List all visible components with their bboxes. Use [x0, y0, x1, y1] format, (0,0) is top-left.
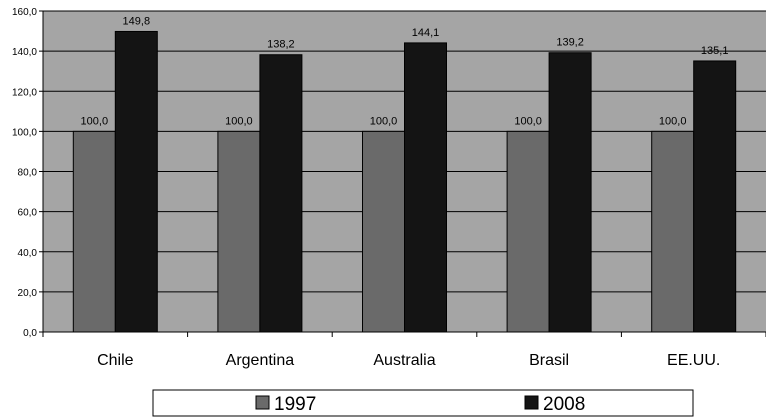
- y-tick-label: 100,0: [12, 127, 37, 138]
- legend-label-2008: 2008: [543, 394, 585, 415]
- y-tick-label: 20,0: [18, 288, 38, 299]
- data-label-ee-uu-2008: 135,1: [701, 45, 729, 57]
- bar-argentina-1997: [217, 130, 261, 333]
- category-label-brasil: Brasil: [529, 352, 569, 369]
- bar-chile-1997: [72, 130, 116, 333]
- category-label-ee-uu: EE.UU.: [667, 352, 720, 369]
- data-label-argentina-2008: 138,2: [267, 39, 295, 51]
- y-tick-label: 60,0: [18, 208, 38, 219]
- y-tick-label: 160,0: [12, 7, 37, 18]
- data-labels: 100,0 149,8 100,0 138,2 100,0 144,1 100,0 139,2…: [81, 15, 729, 127]
- legend-swatch-2008: [524, 395, 539, 410]
- category-label-argentina: Argentina: [226, 352, 295, 369]
- data-label-ee-uu-1997: 100,0: [659, 115, 687, 127]
- y-axis-ticks: 0,0 20,0 40,0 60,0 80,0 100,0 120,0 140,0 160,0: [12, 7, 43, 339]
- bar-australia-1997: [362, 130, 405, 333]
- y-tick-label: 0,0: [23, 328, 37, 339]
- y-tick-label: 140,0: [12, 47, 37, 58]
- category-label-australia: Australia: [373, 352, 435, 369]
- x-axis-ticks: [42, 332, 766, 337]
- y-tick-label: 40,0: [18, 248, 38, 259]
- data-label-chile-2008: 149,8: [123, 15, 151, 27]
- category-labels: Chile Argentina Australia Brasil EE.UU.: [97, 352, 720, 369]
- bar-ee-uu-2008: [693, 60, 737, 333]
- y-tick-label: 120,0: [12, 87, 37, 98]
- data-label-brasil-1997: 100,0: [514, 115, 542, 127]
- legend: 1997 2008: [152, 389, 694, 417]
- data-label-argentina-1997: 100,0: [225, 115, 253, 127]
- data-label-australia-1997: 100,0: [370, 115, 398, 127]
- data-label-brasil-2008: 139,2: [556, 37, 584, 49]
- bar-brasil-1997: [506, 130, 550, 333]
- bar-argentina-2008: [259, 54, 303, 333]
- legend-label-1997: 1997: [274, 394, 316, 415]
- bar-chile-2008: [114, 30, 158, 333]
- bar-australia-2008: [404, 42, 447, 333]
- bar-ee-uu-1997: [651, 130, 695, 333]
- data-label-chile-1997: 100,0: [81, 115, 109, 127]
- data-label-australia-2008: 144,1: [412, 27, 440, 39]
- legend-box: [152, 389, 694, 417]
- bars: [72, 30, 737, 333]
- bar-brasil-2008: [548, 52, 592, 333]
- y-tick-label: 80,0: [18, 168, 38, 179]
- legend-swatch-1997: [255, 395, 270, 410]
- category-label-chile: Chile: [97, 352, 134, 369]
